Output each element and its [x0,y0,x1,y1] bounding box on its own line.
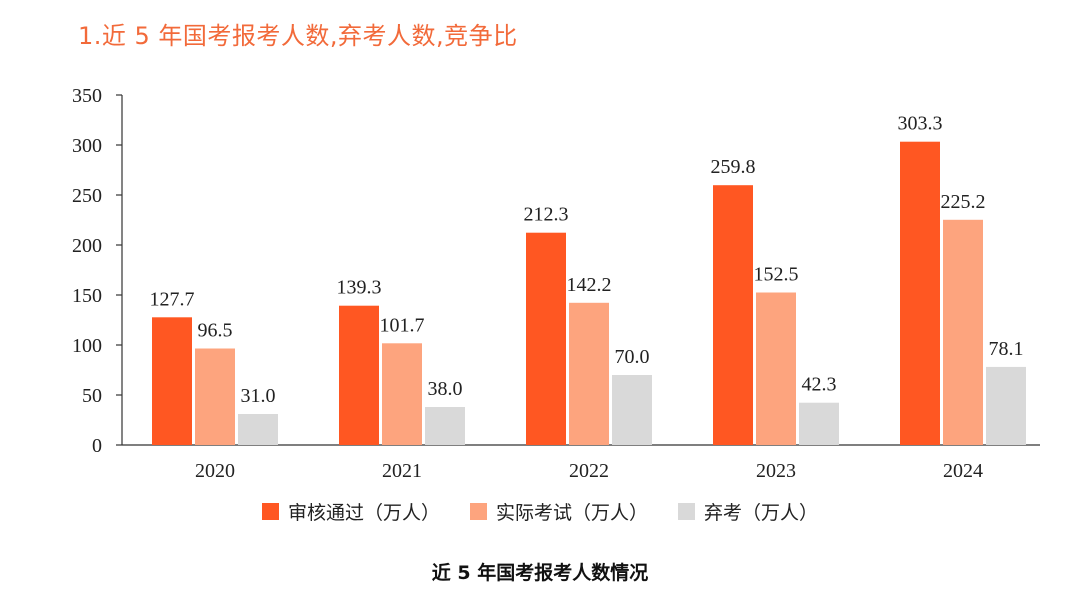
legend-swatch-abandoned [678,503,695,520]
bar-abandoned-2024 [986,366,1026,445]
y-tick-label-150: 150 [72,285,102,307]
bar-approved-2023 [713,185,753,445]
value-label-approved-2020: 127.7 [150,288,195,310]
x-tick-label-2023: 2023 [756,460,796,482]
legend-label-approved: 审核通过（万人） [287,502,440,524]
bar-approved-2024 [900,141,940,445]
bar-chart: 0 50 100 150 200 250 300 350 127.796.5 31.0 2020 13… [72,85,1040,482]
value-label-actual-2022: 142.2 [567,274,612,296]
value-label-abandoned-2020: 31.0 [241,385,276,407]
y-tick-label-0: 0 [92,435,102,457]
bar-actual-2020 [195,348,235,445]
bar-abandoned-2021 [425,407,465,445]
value-label-actual-2023: 152.5 [754,264,799,286]
y-tick-label-350: 350 [72,85,102,107]
value-label-actual-2021: 101.7 [380,314,425,336]
legend-item-abandoned: 弃考（万人） [678,498,818,525]
legend-item-actual: 实际考试（万人） [469,498,648,525]
bar-actual-2024 [943,219,983,445]
value-label-actual-2024: 225.2 [941,191,986,213]
y-tick-label-300: 300 [72,135,102,157]
bar-abandoned-2023 [799,402,839,445]
legend-swatch-approved [261,503,279,520]
y-tick-label-50: 50 [82,385,102,407]
legend-label-actual: 实际考试（万人） [495,502,648,524]
value-label-approved-2022: 212.3 [524,204,569,226]
bar-abandoned-2020 [238,414,278,445]
bar-approved-2022 [526,232,566,445]
y-tick-label-200: 200 [72,235,102,257]
bar-actual-2021 [382,343,422,445]
page-title: 1.近 5 年国考报考人数,弃考人数,竞争比 [78,22,518,50]
y-tick-label-100: 100 [72,335,102,357]
bar-approved-2020 [152,317,192,445]
bar-approved-2021 [339,305,379,445]
legend-label-abandoned: 弃考（万人） [704,502,819,524]
value-label-abandoned-2022: 70.0 [615,346,650,368]
value-label-abandoned-2024: 78.1 [989,338,1024,360]
legend-item-approved: 审核通过（万人） [261,498,440,525]
value-label-actual-2020: 96.5 [198,320,233,342]
x-tick-label-2020: 2020 [195,460,235,482]
x-tick-label-2022: 2022 [569,460,609,482]
chart-caption: 近 5 年国考报考人数情况 [431,562,649,584]
value-label-abandoned-2023: 42.3 [802,374,837,396]
value-label-approved-2023: 259.8 [711,156,756,178]
value-label-abandoned-2021: 38.0 [428,378,463,400]
bar-actual-2022 [569,302,609,445]
value-label-approved-2024: 303.3 [898,113,943,135]
bar-abandoned-2022 [612,375,652,445]
chart-legend: 审核通过（万人） 实际考试（万人） 弃考（万人） [0,498,1080,525]
x-tick-label-2024: 2024 [943,460,983,482]
bar-actual-2023 [756,292,796,445]
legend-swatch-actual [469,503,487,520]
value-label-approved-2021: 139.3 [337,277,382,299]
y-tick-label-250: 250 [72,185,102,207]
x-tick-label-2021: 2021 [382,460,422,482]
